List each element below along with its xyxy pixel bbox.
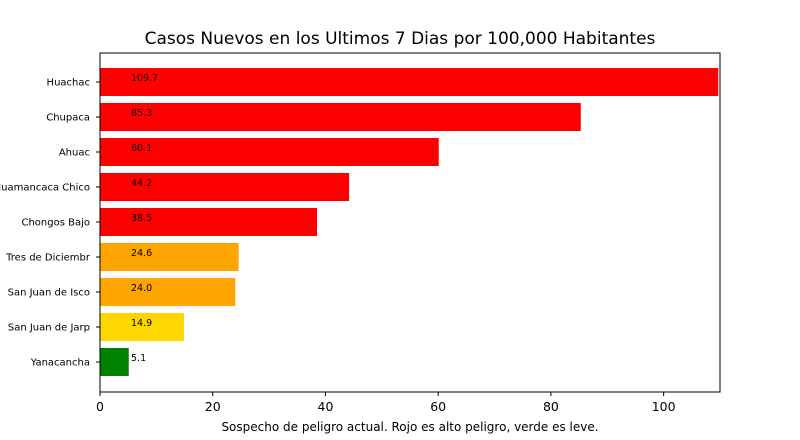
data-label-3: 44.2 [131,178,152,189]
plot-frame [99,52,721,393]
data-label-8: 5.1 [131,353,146,364]
bar-3 [100,173,350,201]
x-axis-label: Sospecho de peligro actual. Rojo es alto… [221,420,598,434]
data-label-6: 24.0 [131,283,152,294]
x-tick-label-4: 80 [543,399,559,414]
bar-8 [100,348,129,376]
category-labels-group: Huachac Chupaca Ahuac Huamancaca Chico Chong… [0,78,100,369]
bar-0 [100,68,719,96]
category-label-3: Huamancaca Chico [0,183,90,194]
bar-7 [100,313,184,341]
bar-2 [100,138,439,166]
data-label-1: 85.3 [131,108,152,119]
data-label-0: 109.7 [131,73,158,84]
data-label-5: 24.6 [131,248,152,259]
bar-1 [100,103,581,131]
x-tick-label-0: 0 [96,399,104,414]
category-label-1: Chupaca [46,113,90,124]
bar-6 [100,278,236,306]
category-label-2: Ahuac [59,148,90,159]
x-axis-ticks-group: 0 20 40 60 80 100 [96,392,676,414]
x-tick-label-2: 40 [318,399,334,414]
category-label-7: San Juan de Jarp [8,323,90,334]
x-tick-label-5: 100 [652,399,676,414]
bar-4 [100,208,317,236]
data-label-2: 60.1 [131,143,152,154]
bar-5 [100,243,239,271]
category-label-5: Tres de Diciembr [5,253,91,264]
x-tick-label-1: 20 [205,399,221,414]
chart-title: Casos Nuevos en los Ultimos 7 Dias por 1… [145,29,656,49]
category-label-4: Chongos Bajo [21,218,90,229]
data-labels-group: 109.7 85.3 60.1 44.2 38.5 24.6 24.0 14.9 5.1 [131,73,158,364]
category-label-6: San Juan de Isco [8,288,90,299]
data-label-7: 14.9 [131,318,152,329]
category-label-0: Huachac [47,78,90,89]
category-label-8: Yanacancha [30,358,90,369]
x-tick-label-3: 60 [430,399,446,414]
data-label-4: 38.5 [131,213,152,224]
bars-group [100,68,719,376]
